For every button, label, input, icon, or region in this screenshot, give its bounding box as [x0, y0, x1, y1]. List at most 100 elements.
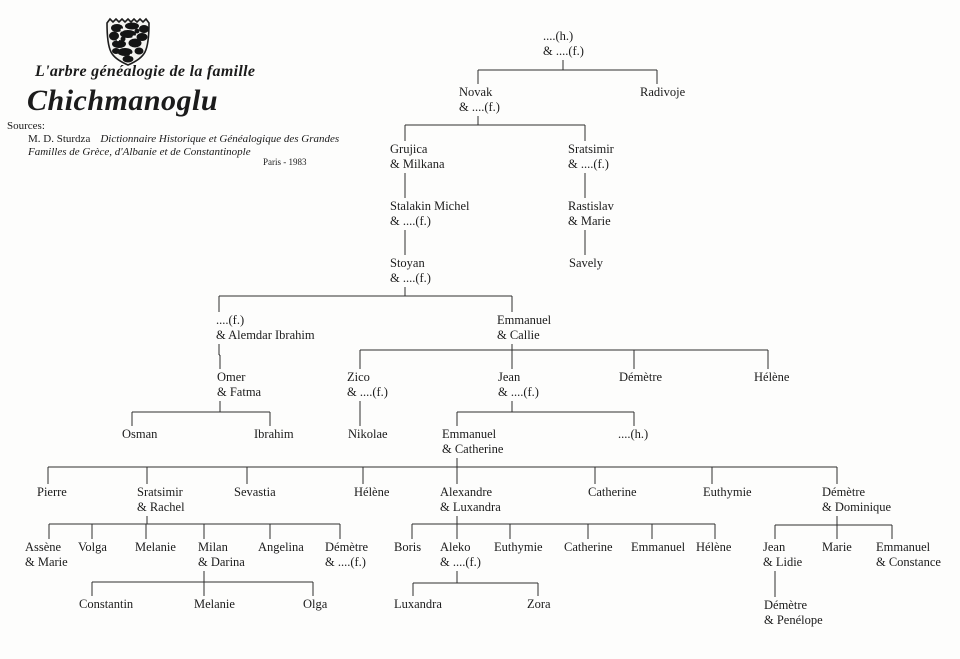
- person-name: ....(h.): [543, 29, 574, 43]
- person-name: Emmanuel: [442, 427, 497, 441]
- person-name: Zora: [527, 597, 551, 611]
- tree-node-radivoje: Radivoje: [640, 85, 685, 100]
- tree-node-helene2: Hélène: [354, 485, 389, 500]
- spouse-label: & ....(f.): [390, 214, 431, 228]
- person-name: Pierre: [37, 485, 67, 499]
- source-citation-line1: M. D. Sturdza Dictionnaire Historique et …: [28, 133, 339, 145]
- person-name: Hélène: [754, 370, 790, 384]
- person-name: Milan: [198, 540, 228, 554]
- person-name: Emmanuel: [876, 540, 931, 554]
- spouse-label: & ....(f.): [347, 385, 388, 399]
- spouse-label: & Fatma: [217, 385, 262, 399]
- tree-node-fille_alemdar: ....(f.) & Alemdar Ibrahim: [216, 313, 315, 343]
- tree-node-demetre_dom: Démètre & Dominique: [822, 485, 891, 515]
- person-name: Stalakin Michel: [390, 199, 470, 213]
- tree-node-euthymie1: Euthymie: [703, 485, 752, 500]
- person-name: Radivoje: [640, 85, 686, 99]
- source-publication: Paris - 1983: [263, 157, 307, 167]
- person-name: Hélène: [696, 540, 732, 554]
- person-name: ....(h.): [618, 427, 649, 441]
- tree-node-stalakin: Stalakin Michel & ....(f.): [390, 199, 470, 229]
- person-name: Catherine: [588, 485, 637, 499]
- spouse-label: & Alemdar Ibrahim: [216, 328, 315, 342]
- person-name: Euthymie: [703, 485, 752, 499]
- tree-node-helene1: Hélène: [754, 370, 789, 385]
- person-name: Démètre: [764, 598, 808, 612]
- tree-node-milan: Milan & Darina: [198, 540, 245, 570]
- source-title-line2: Familles de Grèce, d'Albanie et de Const…: [28, 146, 251, 158]
- spouse-label: & ....(f.): [325, 555, 366, 569]
- person-name: Alexandre: [440, 485, 493, 499]
- person-name: Grujica: [390, 142, 428, 156]
- page-title: Chichmanoglu: [27, 84, 219, 117]
- tree-node-emmanuel2: Emmanuel: [631, 540, 685, 555]
- spouse-label: & ....(f.): [568, 157, 609, 171]
- person-name: Rastislav: [568, 199, 614, 213]
- person-name: Aleko: [440, 540, 471, 554]
- person-name: Emmanuel: [497, 313, 552, 327]
- person-name: Hélène: [354, 485, 390, 499]
- source-title-line1: Dictionnaire Historique et Généalogique …: [100, 133, 340, 145]
- spouse-label: & Marie: [25, 555, 68, 569]
- person-name: Zico: [347, 370, 370, 384]
- spouse-label: & Lidie: [763, 555, 803, 569]
- source-author: M. D. Sturdza: [28, 133, 91, 145]
- tree-node-demetre1: Démètre: [619, 370, 662, 385]
- person-name: Démètre: [325, 540, 369, 554]
- tree-node-pierre: Pierre: [37, 485, 67, 500]
- person-name: Sratsimir: [568, 142, 614, 156]
- person-name: Melanie: [135, 540, 176, 554]
- tree-node-melanie2: Melanie: [194, 597, 235, 612]
- tree-node-helene3: Hélène: [696, 540, 731, 555]
- tree-node-osman: Osman: [122, 427, 157, 442]
- page-subtitle: L'arbre généalogie de la famille: [35, 63, 256, 80]
- tree-node-melanie1: Melanie: [135, 540, 176, 555]
- tree-node-jean1: Jean & ....(f.): [498, 370, 539, 400]
- tree-node-root: ....(h.) & ....(f.): [543, 29, 584, 59]
- person-name: Novak: [459, 85, 493, 99]
- tree-node-catherine2: Catherine: [564, 540, 613, 555]
- tree-node-novak: Novak & ....(f.): [459, 85, 500, 115]
- tree-node-olga: Olga: [303, 597, 327, 612]
- person-name: Melanie: [194, 597, 235, 611]
- tree-node-demetre2: Démètre & ....(f.): [325, 540, 368, 570]
- spouse-label: & ....(f.): [390, 271, 431, 285]
- person-name: Marie: [822, 540, 852, 554]
- heraldic-ermine-shield-icon: [106, 17, 150, 66]
- person-name: Jean: [498, 370, 521, 384]
- tree-node-zora: Zora: [527, 597, 551, 612]
- person-name: Emmanuel: [631, 540, 686, 554]
- spouse-label: & Callie: [497, 328, 540, 342]
- person-name: Savely: [569, 256, 604, 270]
- tree-node-grujica: Grujica & Milkana: [390, 142, 445, 172]
- tree-node-marie2: Marie: [822, 540, 852, 555]
- person-name: Démètre: [619, 370, 663, 384]
- tree-node-constantin: Constantin: [79, 597, 133, 612]
- person-name: Omer: [217, 370, 246, 384]
- person-name: Démètre: [822, 485, 866, 499]
- spouse-label: & Marie: [568, 214, 611, 228]
- person-name: Sratsimir: [137, 485, 183, 499]
- tree-node-savely: Savely: [569, 256, 603, 271]
- tree-node-euthymie2: Euthymie: [494, 540, 543, 555]
- spouse-label: & Rachel: [137, 500, 185, 514]
- tree-node-sratsimir1: Sratsimir & ....(f.): [568, 142, 614, 172]
- spouse-label: & Constance: [876, 555, 941, 569]
- tree-node-boris: Boris: [394, 540, 421, 555]
- person-name: Luxandra: [394, 597, 442, 611]
- tree-node-aleko: Aleko & ....(f.): [440, 540, 481, 570]
- person-name: Olga: [303, 597, 328, 611]
- person-name: Boris: [394, 540, 422, 554]
- tree-node-demetre_pen: Démètre & Penélope: [764, 598, 823, 628]
- person-name: Angelina: [258, 540, 304, 554]
- person-name: Sevastia: [234, 485, 276, 499]
- person-name: Catherine: [564, 540, 613, 554]
- tree-node-angelina: Angelina: [258, 540, 304, 555]
- tree-node-alexandre: Alexandre & Luxandra: [440, 485, 501, 515]
- person-name: Nikolae: [348, 427, 388, 441]
- person-name: Jean: [763, 540, 786, 554]
- tree-node-stoyan: Stoyan & ....(f.): [390, 256, 431, 286]
- tree-node-sevastia: Sevastia: [234, 485, 276, 500]
